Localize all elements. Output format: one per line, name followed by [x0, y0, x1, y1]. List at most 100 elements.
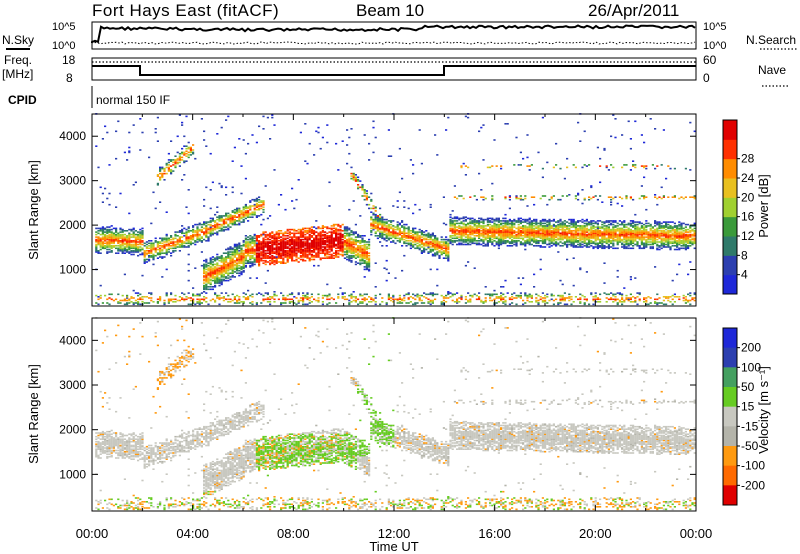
power-cell [337, 169, 340, 171]
power-cell [181, 159, 184, 161]
power-cell [255, 205, 258, 207]
power-cell [308, 248, 311, 251]
power-cell [152, 191, 155, 194]
power-cell [174, 237, 177, 240]
power-cell [330, 253, 333, 256]
power-cell [187, 242, 190, 245]
power-cell [317, 238, 320, 241]
power-cell [205, 281, 208, 283]
power-cell [161, 246, 164, 248]
power-cell [163, 247, 166, 250]
power-cell [231, 215, 234, 217]
power-cell [139, 243, 142, 246]
power-cell [269, 252, 272, 254]
power-cell [163, 172, 166, 175]
power-cell [123, 233, 126, 236]
power-cell [537, 240, 540, 242]
power-cell [423, 296, 426, 298]
power-cell [555, 227, 558, 230]
power-cell [420, 233, 423, 236]
power-cell [493, 227, 496, 230]
power-cell [374, 213, 377, 216]
power-cell [240, 250, 243, 252]
power-cell [515, 241, 518, 243]
power-cell [258, 253, 261, 256]
power-cell [572, 240, 575, 242]
power-cell [238, 138, 241, 140]
power-cell [482, 232, 485, 235]
power-cell [354, 261, 357, 263]
power-cell [526, 218, 529, 221]
power-cell [225, 186, 228, 189]
power-cell [365, 247, 368, 250]
power-cell [183, 135, 186, 138]
power-cell [354, 301, 357, 303]
power-cell [423, 242, 426, 245]
power-cell [143, 251, 146, 253]
power-cell [203, 284, 206, 287]
power-cell [335, 230, 338, 232]
power-cell [317, 250, 320, 252]
power-cell [319, 247, 322, 250]
power-cell [262, 254, 265, 257]
power-cell [117, 248, 120, 251]
power-cell [97, 240, 100, 242]
power-cell [112, 236, 115, 238]
power-cell [346, 162, 349, 165]
power-cell [392, 296, 395, 298]
power-cell [491, 299, 494, 302]
power-cell [172, 241, 175, 243]
cpid-label: CPID [8, 93, 37, 107]
power-cell [319, 245, 322, 247]
power-cell [220, 225, 223, 227]
power-cell [434, 298, 437, 301]
power-cell [170, 235, 173, 237]
power-heatmap-cells [95, 113, 696, 306]
power-cell [244, 203, 247, 206]
power-cell [348, 240, 351, 242]
power-cell [460, 240, 463, 242]
power-cell [181, 231, 184, 233]
power-cell [126, 235, 129, 237]
power-cell [486, 220, 489, 222]
power-cell [154, 251, 157, 253]
power-cell [379, 227, 382, 230]
power-cell [101, 192, 104, 195]
power-cell [286, 251, 289, 253]
power-cell [172, 242, 175, 245]
power-cell [425, 237, 428, 240]
power-cell [214, 259, 217, 262]
power-cell [280, 247, 283, 250]
power-cell [530, 240, 533, 242]
power-cell [167, 152, 170, 155]
power-cell [332, 232, 335, 235]
power-cell [359, 215, 362, 217]
power-cell [222, 271, 225, 273]
power-cell [258, 264, 261, 267]
power-cell [469, 196, 472, 198]
power-cell [172, 161, 175, 164]
power-cell [407, 237, 410, 240]
power-cell [321, 227, 324, 230]
power-cell [533, 227, 536, 230]
power-cell [306, 250, 309, 252]
power-cell [244, 215, 247, 217]
power-cell [500, 232, 503, 235]
power-cell [572, 236, 575, 238]
power-cell [361, 256, 364, 258]
power-cell [321, 230, 324, 232]
power-cell [493, 240, 496, 242]
power-cell [467, 116, 470, 119]
power-cell [205, 279, 208, 282]
power-cell [220, 278, 223, 281]
power-cell [209, 279, 212, 282]
power-cell [143, 261, 146, 263]
power-cell [431, 292, 434, 294]
power-cell [383, 237, 386, 240]
power-cell [167, 243, 170, 246]
power-cell [335, 254, 338, 257]
power-cell [414, 238, 417, 241]
power-cell [255, 277, 258, 279]
power-cell [159, 167, 162, 170]
